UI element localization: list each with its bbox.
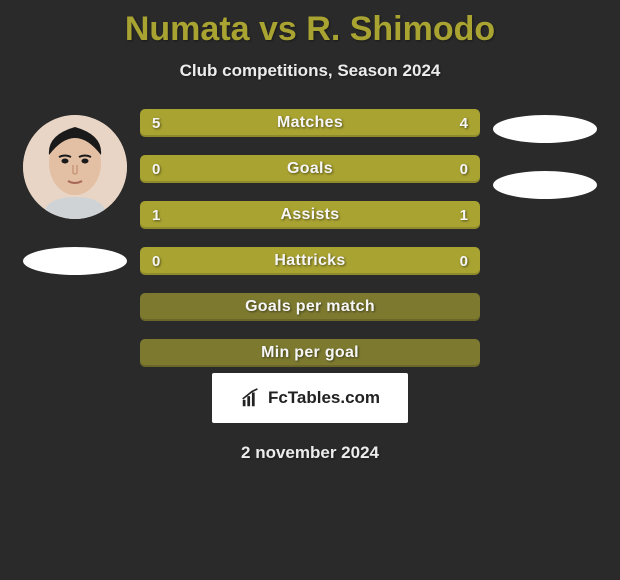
stat-bar: 0 Goals 0 (140, 155, 480, 183)
stat-value-right: 4 (460, 115, 468, 132)
stat-value-right: 0 (460, 161, 468, 178)
stat-bar: Min per goal (140, 339, 480, 367)
season-subtitle: Club competitions, Season 2024 (180, 61, 441, 81)
stat-label: Matches (277, 114, 343, 132)
chart-icon (240, 387, 262, 409)
player-left-avatar (23, 115, 127, 219)
stat-value-left: 5 (152, 115, 160, 132)
player-left-name-pill (23, 247, 127, 275)
stat-label: Min per goal (261, 344, 359, 362)
stat-value-right: 0 (460, 253, 468, 270)
player-right-avatar-placeholder (493, 115, 597, 143)
stat-label: Goals (287, 160, 333, 178)
stat-label: Assists (280, 206, 339, 224)
stat-value-right: 1 (460, 207, 468, 224)
stat-bars: 5 Matches 4 0 Goals 0 1 Assists 1 0 Hattricks 0 Goal… (140, 109, 480, 367)
page-title: Numata vs R. Shimodo (125, 10, 495, 49)
stat-bar: 0 Hattricks 0 (140, 247, 480, 275)
player-right-name-pill (493, 171, 597, 199)
player-left-column (10, 109, 140, 275)
footer-date: 2 november 2024 (241, 443, 379, 463)
stat-value-left: 0 (152, 253, 160, 270)
avatar-face-icon (23, 115, 127, 219)
stat-value-left: 0 (152, 161, 160, 178)
stat-bar: 5 Matches 4 (140, 109, 480, 137)
stat-bar: Goals per match (140, 293, 480, 321)
stat-label: Goals per match (245, 298, 375, 316)
player-right-column (480, 109, 610, 227)
stat-value-left: 1 (152, 207, 160, 224)
source-badge[interactable]: FcTables.com (212, 373, 408, 423)
stat-label: Hattricks (274, 252, 345, 270)
source-badge-text: FcTables.com (268, 388, 380, 408)
compare-area: 5 Matches 4 0 Goals 0 1 Assists 1 0 Hattricks 0 Goal… (0, 109, 620, 367)
comparison-card: Numata vs R. Shimodo Club competitions, … (0, 0, 620, 471)
stat-bar: 1 Assists 1 (140, 201, 480, 229)
